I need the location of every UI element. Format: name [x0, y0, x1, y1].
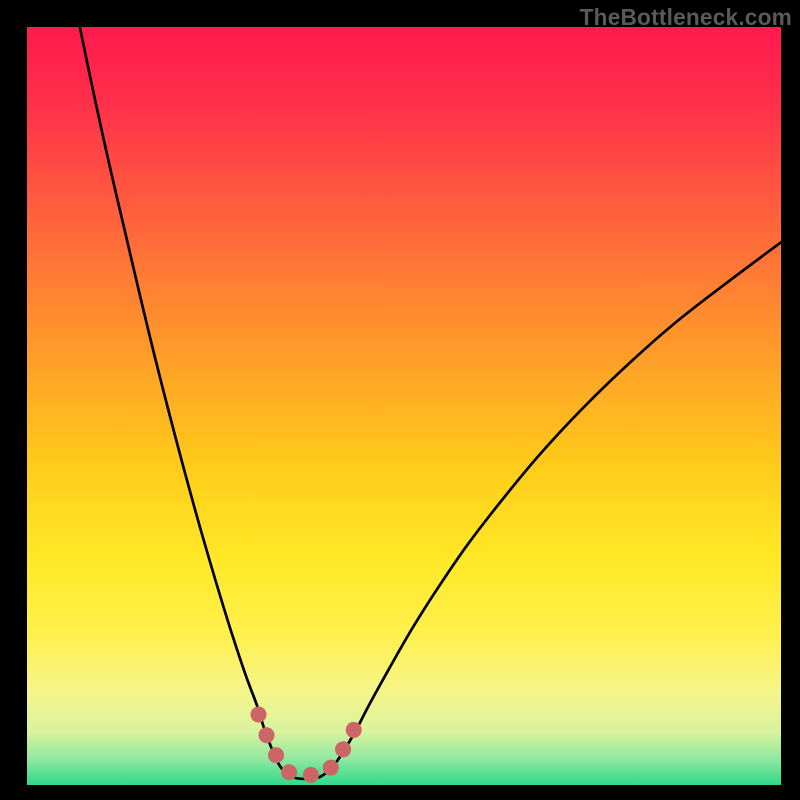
watermark-text: TheBottleneck.com	[580, 4, 792, 31]
plot-area	[27, 27, 781, 785]
main-bottleneck-curve	[80, 27, 781, 779]
plot-curves-svg	[27, 27, 781, 785]
bottom-highlight-overlay	[258, 715, 358, 775]
